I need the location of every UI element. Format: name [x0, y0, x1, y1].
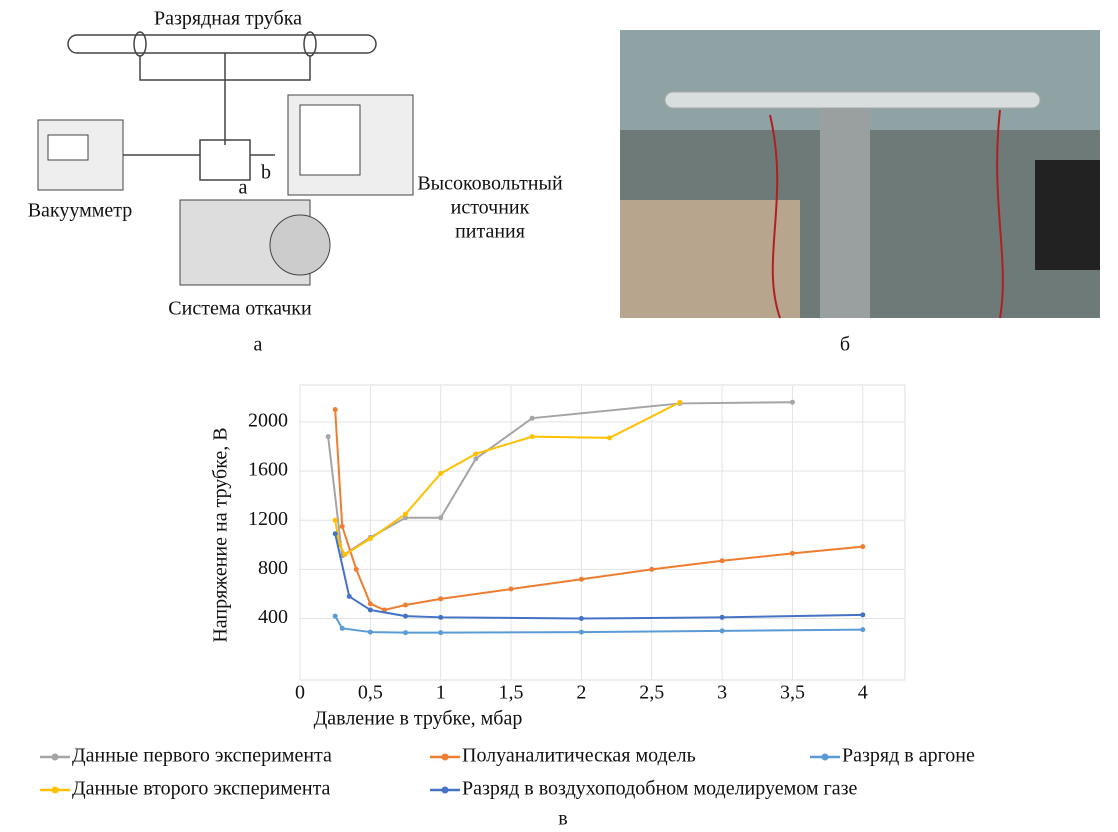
panel-label: б [840, 334, 850, 356]
data-point [719, 558, 725, 564]
x-tick-label: 3 [717, 682, 727, 704]
data-point [578, 616, 584, 622]
data-point [403, 613, 409, 619]
legend-swatch [441, 786, 449, 794]
x-tick-label: 4 [858, 682, 868, 704]
data-point [529, 415, 535, 421]
data-point [353, 566, 359, 572]
supply-label: Высоковольтный [417, 173, 563, 195]
x-tick-label: 2 [576, 682, 586, 704]
tube-label: Разрядная трубка [154, 8, 302, 30]
data-point [789, 550, 795, 556]
y-tick-label: 400 [258, 606, 288, 628]
data-point [367, 536, 373, 542]
data-point [649, 566, 655, 572]
legend-swatch [821, 753, 829, 761]
y-axis-label: Напряжение на трубке, В [210, 427, 232, 642]
y-tick-label: 800 [258, 557, 288, 579]
data-point [403, 515, 409, 521]
data-point [332, 531, 338, 537]
data-point [403, 511, 409, 517]
photo [620, 30, 1100, 319]
data-point [677, 399, 683, 405]
gauge-label: Вакуумметр [28, 200, 133, 222]
x-axis-label: Давление в трубке, мбар [314, 708, 523, 730]
data-point [860, 612, 866, 618]
data-point [529, 434, 535, 440]
y-tick-label: 2000 [248, 409, 288, 431]
data-point [473, 451, 479, 457]
port-label: b [261, 162, 271, 184]
legend-swatch [51, 753, 59, 761]
data-point [332, 407, 338, 413]
supply-label: питания [455, 221, 525, 243]
legend-swatch [441, 753, 449, 761]
legend-swatch [51, 786, 59, 794]
plot-area [299, 384, 906, 681]
data-point [607, 435, 613, 441]
data-point [367, 607, 373, 613]
legend-label: Данные второго эксперимента [72, 778, 331, 800]
data-point [438, 471, 444, 476]
x-tick-label: 0,5 [358, 682, 383, 704]
legend-label: Данные первого эксперимента [72, 745, 332, 767]
data-point [339, 625, 345, 631]
data-point [860, 627, 866, 633]
data-point [789, 399, 795, 405]
data-point [367, 601, 373, 607]
data-point [438, 596, 444, 602]
data-point [403, 602, 409, 608]
x-tick-label: 3,5 [780, 682, 805, 704]
data-point [473, 456, 479, 462]
data-point [719, 614, 725, 620]
supply-label: источник [451, 197, 530, 219]
panel-label: в [558, 808, 567, 830]
x-tick-label: 1 [436, 682, 446, 704]
panel-label: а [254, 334, 263, 356]
data-point [578, 576, 584, 582]
data-point [339, 523, 345, 529]
data-point [346, 593, 352, 599]
data-point [860, 544, 866, 550]
series-line [334, 533, 863, 620]
y-tick-label: 1200 [248, 508, 288, 530]
port-label: a [239, 177, 248, 199]
legend-label: Разряд в аргоне [842, 745, 975, 767]
legend-label: Разряд в воздухоподобном моделируемом га… [462, 778, 858, 800]
x-tick-label: 0 [295, 682, 305, 704]
data-point [578, 629, 584, 635]
x-tick-label: 2,5 [639, 682, 664, 704]
data-point [403, 630, 409, 636]
data-point [332, 517, 338, 523]
legend-label: Полуаналитическая модель [462, 745, 696, 767]
data-point [508, 586, 514, 592]
series-line [334, 401, 681, 557]
data-point [438, 614, 444, 620]
y-tick-label: 1600 [248, 459, 288, 481]
data-point [342, 552, 348, 558]
pump-label: Система откачки [168, 298, 312, 320]
data-point [367, 629, 373, 635]
apparatus-sketch [37, 31, 414, 286]
data-point [438, 515, 444, 521]
x-tick-label: 1,5 [499, 682, 524, 704]
data-point [325, 434, 331, 440]
data-point [438, 630, 444, 636]
data-point [332, 613, 338, 619]
series-line [334, 615, 863, 634]
data-point [719, 628, 725, 634]
